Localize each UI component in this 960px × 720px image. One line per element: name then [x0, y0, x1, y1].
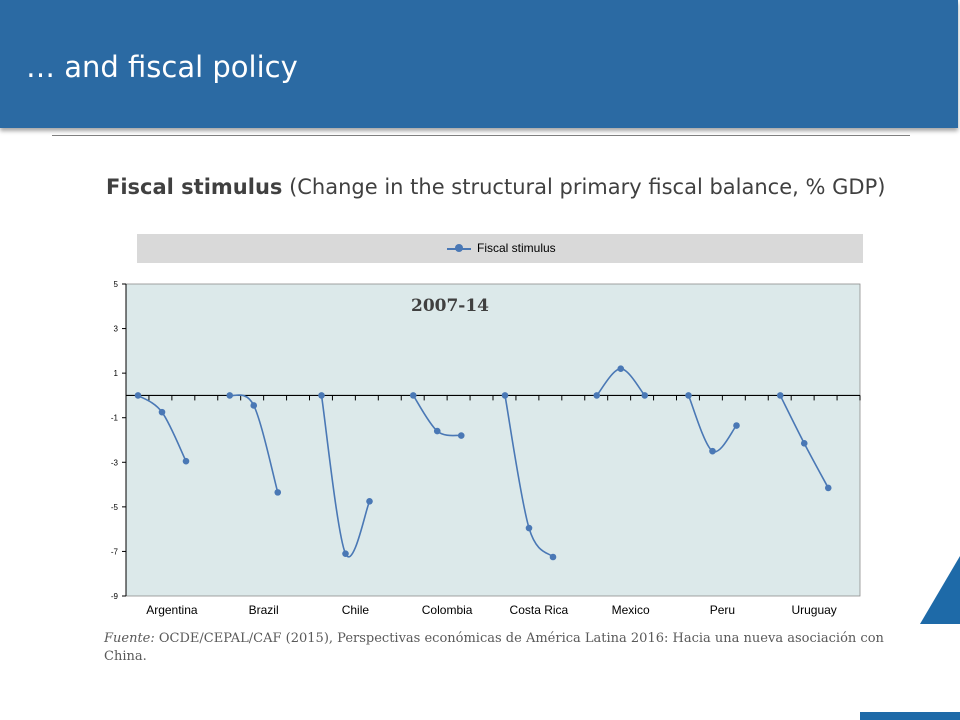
data-point — [709, 447, 716, 455]
data-point — [593, 392, 601, 399]
y-tick-label: 1 — [114, 369, 119, 378]
data-point — [409, 392, 417, 399]
data-point — [182, 457, 190, 465]
x-category-label: Argentina — [146, 603, 198, 617]
y-tick-label: -1 — [111, 414, 119, 423]
data-point — [776, 392, 784, 399]
data-point — [617, 365, 625, 372]
data-point — [158, 408, 166, 416]
chart-annotation: 2007-14 — [411, 296, 489, 316]
slide-title: … and fiscal policy — [26, 50, 298, 84]
data-point — [800, 440, 808, 447]
data-point — [549, 553, 557, 561]
data-point — [250, 402, 258, 409]
decorative-bar — [860, 712, 960, 720]
series-line-costa-rica — [504, 395, 554, 558]
data-point — [433, 427, 441, 435]
source-note: Fuente: OCDE/CEPAL/CAF (2015), Perspecti… — [104, 630, 894, 666]
data-point — [501, 392, 509, 399]
data-point — [318, 392, 325, 399]
y-tick-label: 3 — [114, 325, 119, 334]
y-tick-label: -7 — [111, 547, 119, 556]
chart-subtitle: Fiscal stimulus (Change in the structura… — [106, 175, 885, 199]
data-point — [274, 489, 282, 496]
y-tick-label: 5 — [114, 280, 119, 289]
x-category-label: Peru — [710, 603, 735, 617]
data-point — [226, 392, 234, 399]
data-point — [342, 550, 349, 557]
plot-area — [125, 283, 861, 597]
data-point — [525, 524, 533, 532]
data-point — [457, 432, 465, 439]
x-category-label: Mexico — [612, 603, 650, 617]
data-point — [366, 497, 373, 505]
y-tick-label: -5 — [111, 503, 119, 512]
title-divider — [52, 135, 910, 136]
source-text: OCDE/CEPAL/CAF (2015), Perspectivas econ… — [104, 631, 884, 664]
subtitle-bold: Fiscal stimulus — [106, 175, 283, 199]
data-point — [134, 392, 142, 399]
x-category-label: Colombia — [422, 603, 473, 617]
source-label: Fuente: — [104, 631, 155, 646]
legend-marker — [455, 244, 463, 252]
x-category-label: Brazil — [249, 603, 279, 617]
x-category-label: Costa Rica — [510, 603, 569, 617]
data-point — [733, 422, 740, 429]
legend-label: Fiscal stimulus — [477, 241, 556, 255]
x-category-label: Chile — [342, 603, 370, 617]
chart-legend: Fiscal stimulus — [137, 234, 863, 263]
y-tick-label: -9 — [111, 592, 119, 601]
data-point — [641, 392, 649, 399]
subtitle-rest: (Change in the structural primary fiscal… — [282, 175, 886, 199]
x-category-label: Uruguay — [791, 603, 836, 617]
header-bar: … and fiscal policy — [0, 0, 958, 128]
data-point — [824, 484, 832, 492]
y-tick-label: -3 — [111, 458, 119, 467]
decorative-triangle — [920, 556, 960, 624]
data-point — [685, 392, 692, 399]
